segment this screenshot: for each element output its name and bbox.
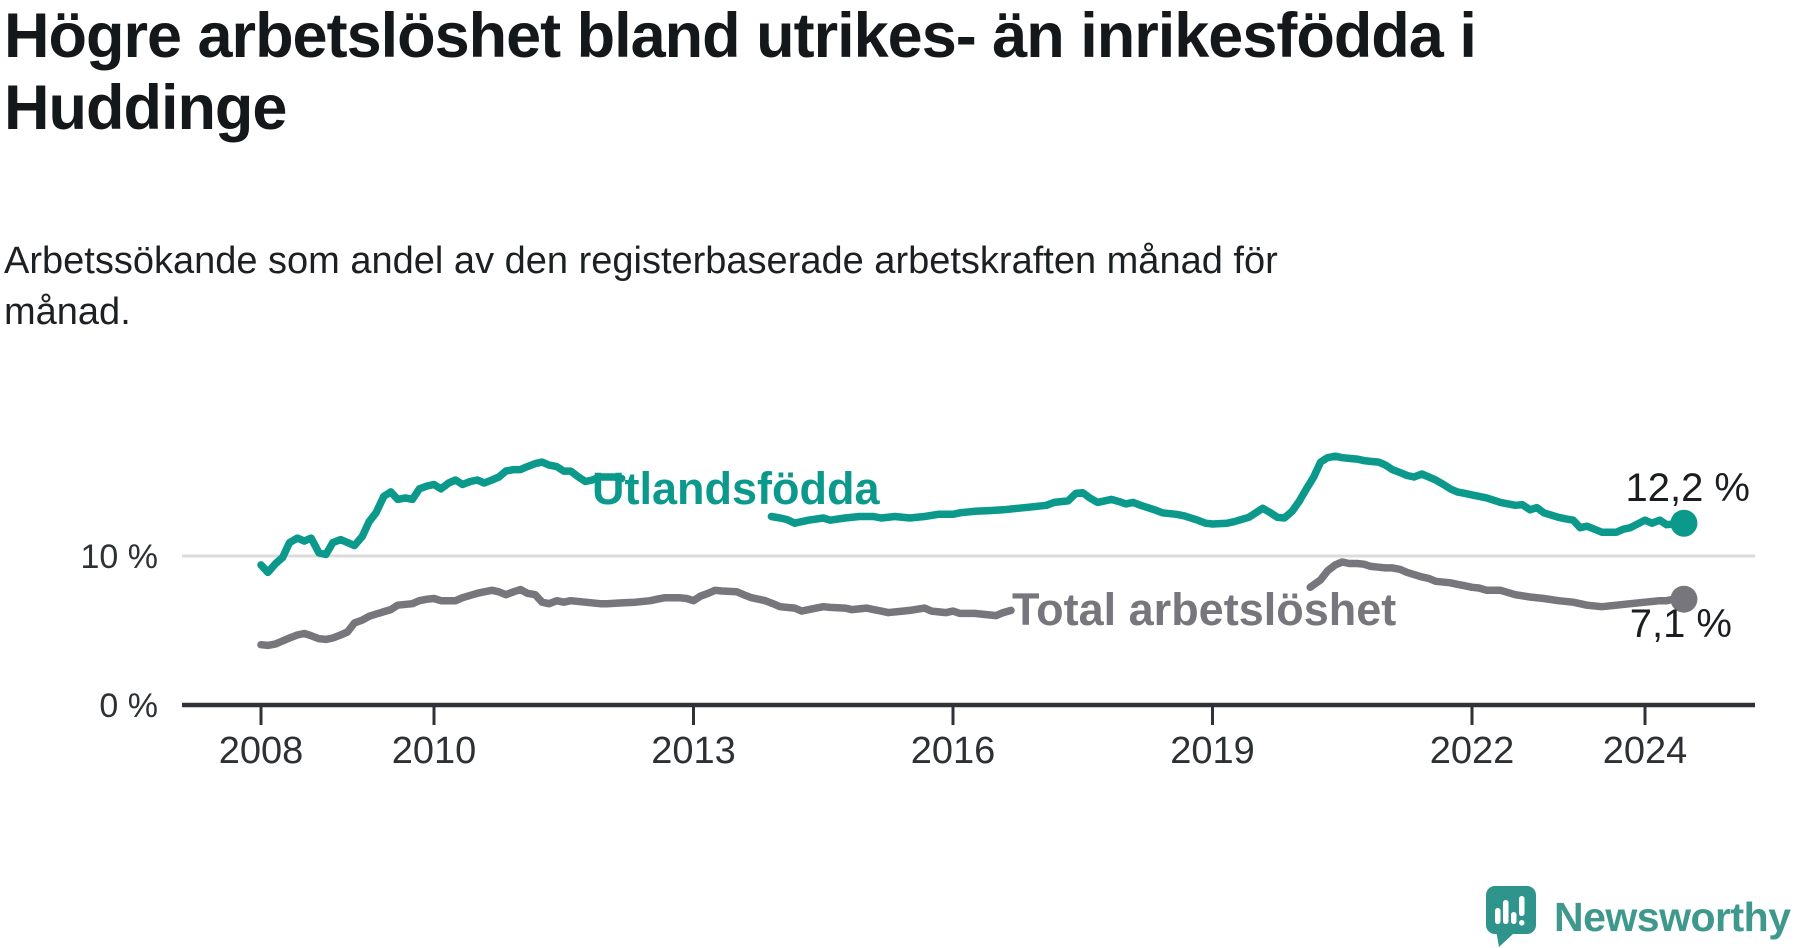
series-label-utlandsfodda: Utlandsfödda bbox=[592, 463, 880, 514]
svg-text:2022: 2022 bbox=[1430, 730, 1515, 772]
svg-text:2008: 2008 bbox=[219, 730, 304, 772]
svg-text:2016: 2016 bbox=[911, 730, 996, 772]
series-label-total-arbetsloshet: Total arbetslöshet bbox=[1012, 584, 1397, 635]
svg-text:0 %: 0 % bbox=[99, 687, 158, 725]
page-title: Högre arbetslöshet bland utrikes- än inr… bbox=[4, 0, 1624, 144]
newsworthy-logo-icon bbox=[1486, 886, 1536, 947]
svg-text:2013: 2013 bbox=[651, 730, 736, 772]
svg-text:2010: 2010 bbox=[392, 730, 477, 772]
svg-text:10 %: 10 % bbox=[81, 538, 159, 576]
page-title-line2: Huddinge bbox=[4, 73, 287, 143]
end-value-total: 7,1 % bbox=[1629, 602, 1732, 646]
chart-subtitle: Arbetssökande som andel av den registerb… bbox=[4, 236, 1474, 338]
newsworthy-logo-text: Newsworthy bbox=[1554, 893, 1791, 940]
newsworthy-logo: Newsworthy bbox=[1486, 886, 1800, 948]
chart-subtitle-line2: månad. bbox=[4, 291, 131, 333]
end-value-utlandsfodda: 12,2 % bbox=[1625, 466, 1750, 510]
page-title-line1: Högre arbetslöshet bland utrikes- än inr… bbox=[4, 1, 1477, 71]
svg-text:2024: 2024 bbox=[1603, 730, 1688, 772]
svg-text:2019: 2019 bbox=[1170, 730, 1255, 772]
chart-subtitle-line1: Arbetssökande som andel av den registerb… bbox=[4, 240, 1278, 282]
